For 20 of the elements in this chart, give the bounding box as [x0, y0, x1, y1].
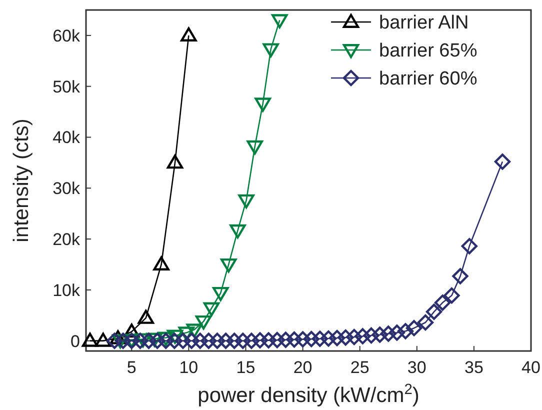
y-tick-label: 0: [70, 332, 80, 351]
y-tick-label: 10k: [52, 280, 80, 300]
y-tick-label: 20k: [52, 230, 80, 249]
legend-label: barrier AlN: [379, 12, 469, 34]
y-tick-label: 40k: [52, 128, 80, 148]
x-tick-label: 40: [522, 358, 540, 377]
y-tick-label: 30k: [52, 179, 80, 198]
x-tick-label: 10: [179, 358, 198, 377]
y-tick-label: 50k: [52, 77, 80, 96]
y-tick-label: 60k: [52, 26, 80, 46]
x-tick-label: 20: [293, 358, 312, 377]
x-tick-label: 25: [350, 358, 370, 377]
legend-label: barrier 65%: [379, 40, 478, 62]
x-tick-label: 15: [236, 358, 256, 377]
x-axis-title: power density (kW/cm$^{2}$): [198, 382, 420, 407]
x-tick-label: 5: [126, 358, 136, 377]
legend-label: barrier 60%: [379, 68, 478, 90]
x-tick-label: 30: [407, 358, 426, 377]
y-axis-title: intensity (cts): [10, 118, 33, 242]
x-tick-label: 35: [464, 358, 484, 377]
